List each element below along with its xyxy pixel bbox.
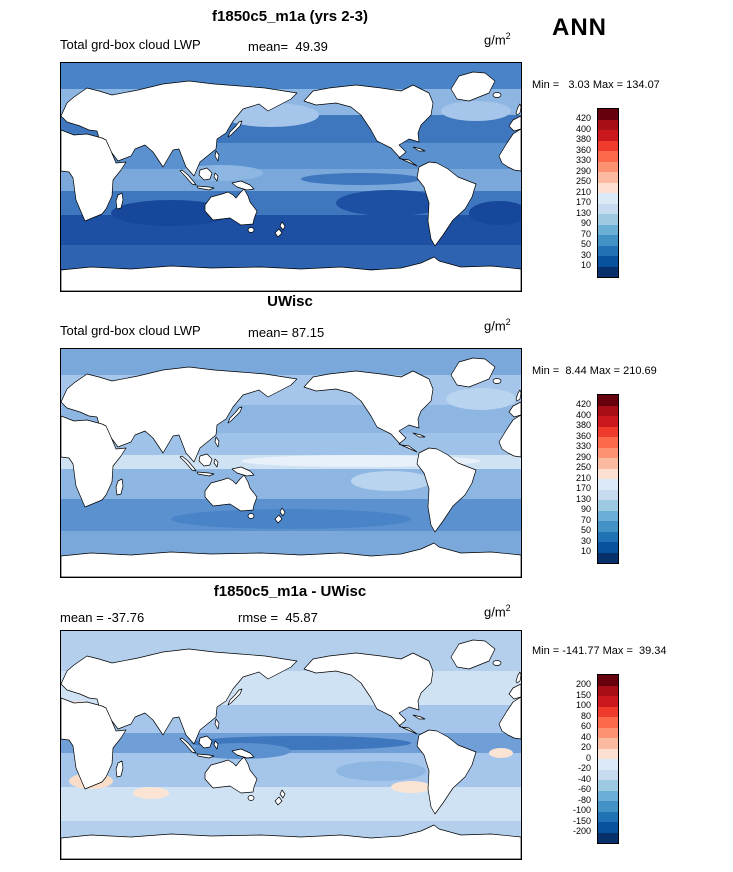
panel2-map [60, 348, 522, 578]
panel2-colorbar: 420 400 380 360 330 290 250 210 170 130 90 70 50 30 10 [551, 394, 621, 566]
panel2-colorbar-ticks: 420 400 380 360 330 290 250 210 170 130 90 70 50 30 10 [575, 399, 591, 556]
panel3-mean-value: mean = -37.76 [60, 610, 145, 625]
panel3-map [60, 630, 522, 860]
panel3-title: f1850c5_m1a - UWisc [213, 583, 367, 600]
panel3-rmse-value: rmse = 45.87 [238, 610, 318, 625]
panel1-map [60, 62, 522, 292]
panel2-minmax: Min = 8.44 Max = 210.69 [532, 365, 657, 377]
panel1-colorbar-gradient [597, 108, 619, 278]
panel3-minmax: Min = -141.77 Max = 39.34 [532, 645, 667, 657]
panel3-colorbar-ticks: 200 150 100 80 60 40 20 0 -20 -40 -60 -80 -100 -150 -2… [572, 679, 591, 836]
panel1-units: g/m2 [484, 31, 511, 48]
panel3-colorbar: 200 150 100 80 60 40 20 0 -20 -40 -60 -80 -100 -150 -2… [551, 674, 621, 846]
panel2-title: UWisc [267, 293, 313, 310]
panel3-units: g/m2 [484, 603, 511, 620]
panel1-colorbar-ticks: 420 400 380 360 330 290 250 210 170 130 90 70 50 30 10 [575, 113, 591, 270]
panel2-mean-value: mean= 87.15 [248, 325, 325, 340]
panel2-units: g/m2 [484, 317, 511, 334]
panel1-colorbar: 420 400 380 360 330 290 250 210 170 130 90 70 50 30 10 [551, 108, 621, 280]
panel2-variable-label: Total grd-box cloud LWP [60, 323, 201, 338]
panel1-minmax: Min = 3.03 Max = 134.07 [532, 79, 660, 91]
season-label: ANN [552, 14, 607, 41]
panel2-colorbar-gradient [597, 394, 619, 564]
panel1-title: f1850c5_m1a (yrs 2-3) [212, 8, 368, 25]
panel1-variable-label: Total grd-box cloud LWP [60, 37, 201, 52]
panel1-mean-value: mean= 49.39 [248, 39, 328, 54]
panel3-colorbar-gradient [597, 674, 619, 844]
